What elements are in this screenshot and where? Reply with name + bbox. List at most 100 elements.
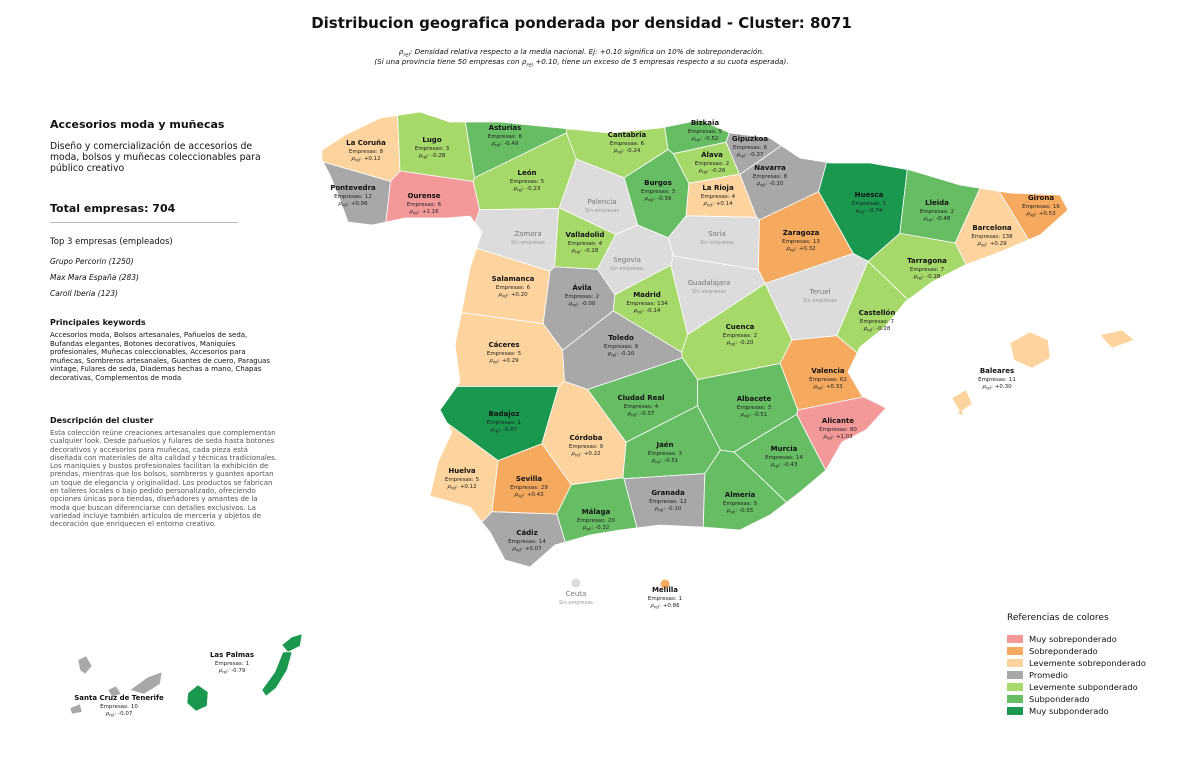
province-name: Alicante [822,417,854,425]
companies-value: 7 [891,319,895,325]
rho-value: -0.37 [640,411,655,417]
companies-label: Empresas: [648,596,677,602]
legend-item: Subponderado [1007,693,1146,705]
companies: Empresas: 134 [626,301,668,307]
companies-value: 12 [680,499,687,505]
province-name: Palencia [588,198,617,206]
legend-item: Levemente sobreponderado [1007,657,1146,669]
rho: ρrel: +0.06 [338,201,368,208]
rho-suffix: : [663,506,665,512]
rho-symbol: ρ [106,711,110,717]
province-name: León [517,169,536,177]
companies: Empresas: 11 [978,377,1016,383]
companies: Empresas: 7 [910,267,945,273]
rho-value: -0.28 [926,274,941,280]
legend-label: Subponderado [1029,694,1090,704]
legend-label: Promedio [1029,670,1068,680]
companies: Empresas: 9 [569,444,604,450]
no-data-label: Sin empresas [700,240,734,246]
rho-symbol: ρ [608,351,612,357]
companies: Empresas: 29 [510,485,548,491]
rho-value: -0.20 [739,340,754,346]
rho-sub: rel [859,210,864,215]
companies-value: 2 [596,294,600,300]
province-name: Las Palmas [210,651,254,659]
province-name: Baleares [980,367,1014,375]
province [951,389,973,413]
companies-value: 6 [764,145,768,151]
rho-value: +0.14 [716,201,733,207]
companies-label: Empresas: [765,455,794,461]
rho-value: -0.28 [431,153,446,159]
province [660,579,670,589]
companies: Empresas: 14 [765,455,803,461]
companies-label: Empresas: [753,174,782,180]
legend-label: Sobreponderado [1029,646,1098,656]
rho-value: -0.28 [584,248,599,254]
rho: ρrel: -0.74 [856,208,883,215]
companies: Empresas: 4 [701,194,736,200]
rho-sub: rel [422,155,427,160]
rho: ρrel: -0.24 [614,148,641,155]
rho-value: -0.51 [753,412,767,418]
rho-symbol: ρ [655,506,659,512]
province-name: Albacete [737,395,772,403]
rho-value: -0.52 [704,136,718,142]
rho-sub: rel [707,203,712,208]
province-name: Soria [708,230,726,238]
companies-label: Empresas: [626,301,655,307]
rho-value: -0.48 [936,216,951,222]
rho-value: -0.32 [595,525,609,531]
companies: Empresas: 5 [487,351,522,357]
rho: ρrel: +0.29 [489,358,519,365]
legend-label: Muy sobreponderado [1029,634,1117,644]
province-name: Barcelona [972,224,1012,232]
rho-symbol: ρ [572,248,576,254]
rho-sub: rel [572,303,577,308]
rho-value: -0.39 [657,196,672,202]
companies-label: Empresas: [978,377,1007,383]
rho-value: +1.03 [836,434,853,440]
rho: ρrel: +0.43 [514,492,544,499]
rho-sub: rel [917,276,922,281]
rho-symbol: ρ [692,136,696,142]
subtitle-text: (Si una provincia tiene 50 empresas con [374,57,520,66]
rho: ρrel: -0.87 [491,427,518,434]
rho-symbol: ρ [741,412,745,418]
companies-value: 3 [446,146,450,152]
companies-value: 5 [719,129,723,135]
companies: Empresas: 7 [860,319,895,325]
companies: Empresas: 2 [695,161,729,167]
companies: Empresas: 14 [508,539,546,545]
province-name: Álava [701,150,723,159]
province-name: Cáceres [488,341,519,349]
province-name: Ourense [407,192,440,200]
rho-symbol: ρ [514,492,518,498]
companies: Empresas: 6 [733,145,768,151]
companies-value: 5 [518,351,522,357]
companies-value: 138 [1002,234,1013,240]
province-name: Cuenca [726,323,755,331]
companies-label: Empresas: [568,241,597,247]
rho-suffix: : [745,152,747,158]
no-data-label: Sin empresas [511,240,545,246]
legend-label: Levemente subponderado [1029,682,1138,692]
rho-suffix: : [832,434,834,440]
companies-label: Empresas: [215,661,244,667]
companies: Empresas: 5 [723,501,758,507]
companies: Empresas: 138 [971,234,1013,240]
rho-suffix: : [409,47,413,56]
companies-value: 2 [726,161,730,167]
rho: ρrel: -0.28 [572,248,599,255]
rho-value: -0.51 [664,458,678,464]
rho-suffix: : [577,301,579,307]
rho-value: +0.29 [990,241,1007,247]
title: Distribucion geografica ponderada por de… [311,14,852,32]
subtitle-text: +0.10, tiene un exceso de 5 empresas res… [535,57,789,66]
companies: Empresas: 4 [624,404,659,410]
companies: Empresas: 9 [604,344,639,350]
rho: ρrel: -0.49 [492,141,519,148]
rho-symbol: ρ [514,186,518,192]
province-name: Salamanca [492,275,535,283]
companies-label: Empresas: [487,420,516,426]
